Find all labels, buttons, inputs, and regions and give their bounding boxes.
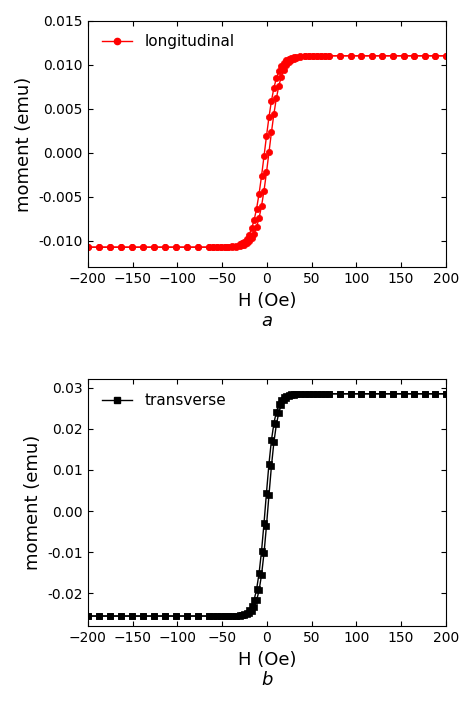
- Text: a: a: [261, 312, 273, 330]
- X-axis label: H (Oe): H (Oe): [237, 292, 296, 310]
- Legend: transverse: transverse: [95, 387, 232, 414]
- Y-axis label: moment (emu): moment (emu): [24, 435, 42, 570]
- Y-axis label: moment (emu): moment (emu): [15, 76, 33, 211]
- Legend: longitudinal: longitudinal: [95, 28, 241, 55]
- Text: b: b: [261, 671, 273, 689]
- X-axis label: H (Oe): H (Oe): [237, 651, 296, 669]
